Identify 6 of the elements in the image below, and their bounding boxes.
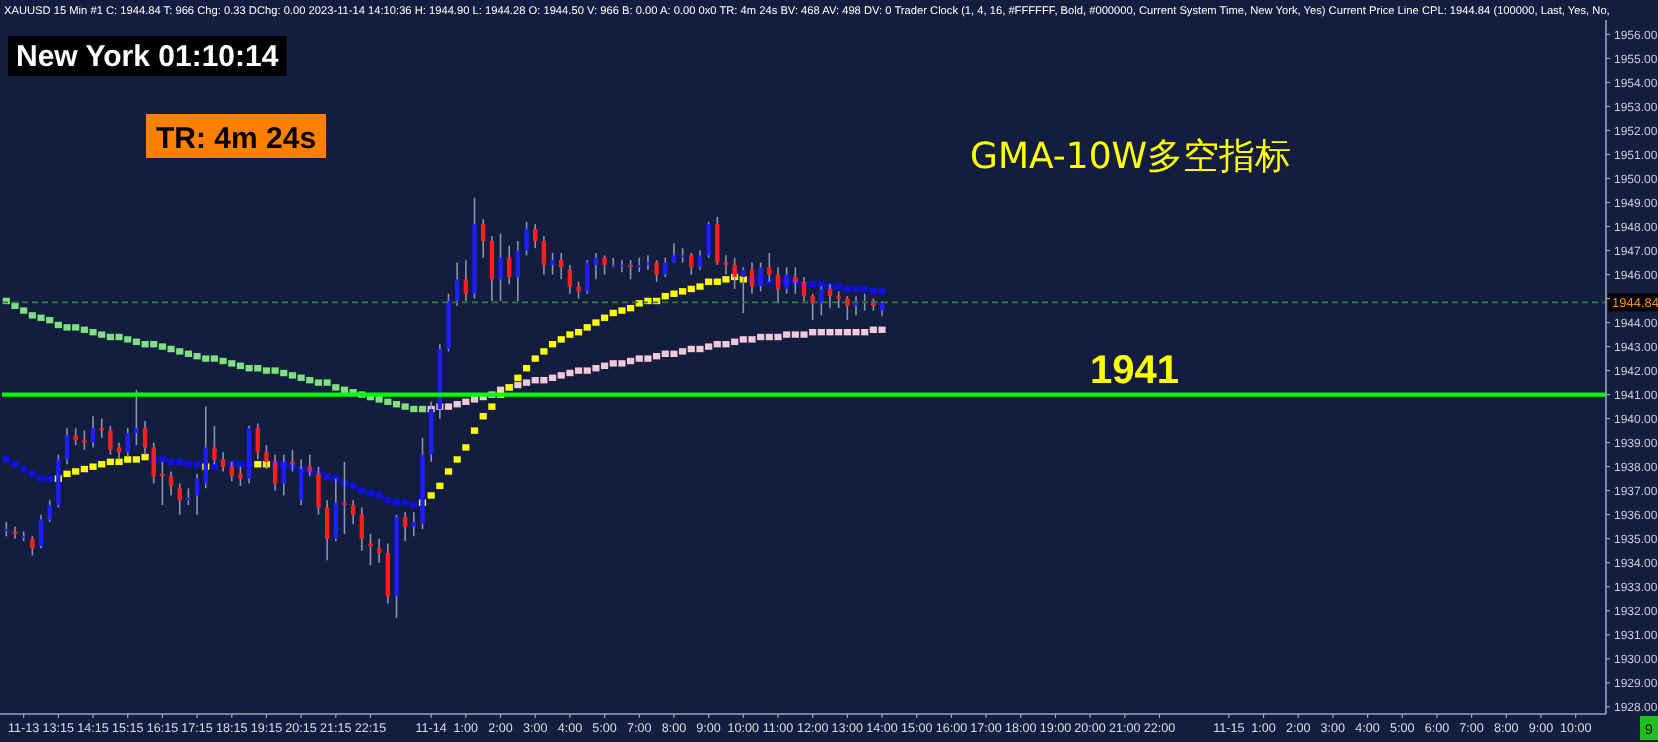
annotation: TR: 4m 24s <box>156 122 317 156</box>
ref-line-label: 1941 <box>1090 348 1179 393</box>
text: GMA-10W多空指标 <box>970 136 1292 178</box>
clock: New York 01:10:14 <box>8 36 287 76</box>
timer: TR: 4m 24s <box>146 114 327 158</box>
annotation: New York 01:10:14 <box>16 40 280 74</box>
